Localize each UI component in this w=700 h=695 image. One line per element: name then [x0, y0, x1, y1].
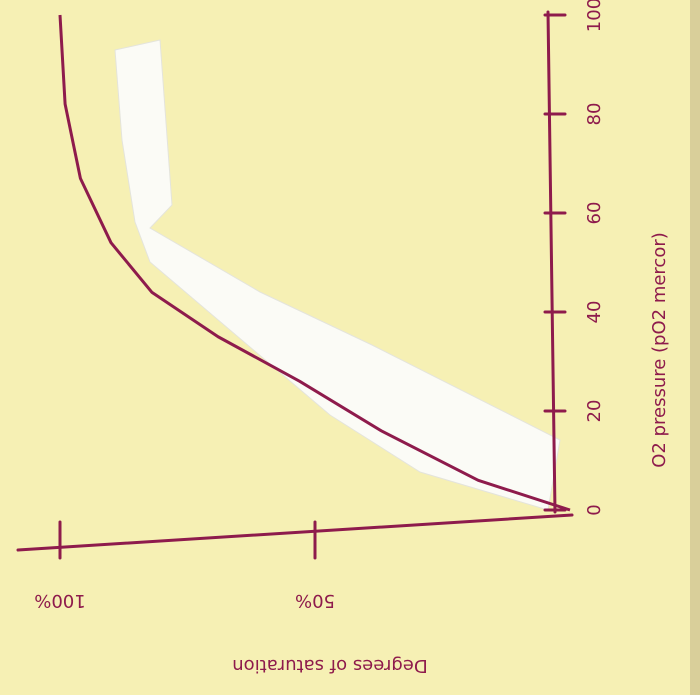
x-tick-label: 0: [584, 504, 605, 515]
y-axis-title: Degrees of saturation: [232, 655, 427, 676]
x-tick-label: 100: [584, 0, 605, 32]
x-tick-label: 80: [584, 103, 605, 126]
y-tick-label: 100%: [34, 590, 85, 611]
x-tick-label: 60: [584, 202, 605, 225]
x-axis-line: [546, 10, 557, 514]
x-tick-label: 40: [584, 301, 605, 324]
y-axis-line: [16, 513, 574, 552]
note-edge: [690, 0, 700, 695]
y-tick-label: 50%: [295, 590, 335, 611]
curve: [58, 14, 571, 512]
x-tick-label: 20: [584, 400, 605, 423]
plot: 0 20 40 60 80 100 50% 100%: [34, 0, 605, 611]
x-axis-title: O2 pressure (pO2 mercor): [649, 232, 670, 468]
